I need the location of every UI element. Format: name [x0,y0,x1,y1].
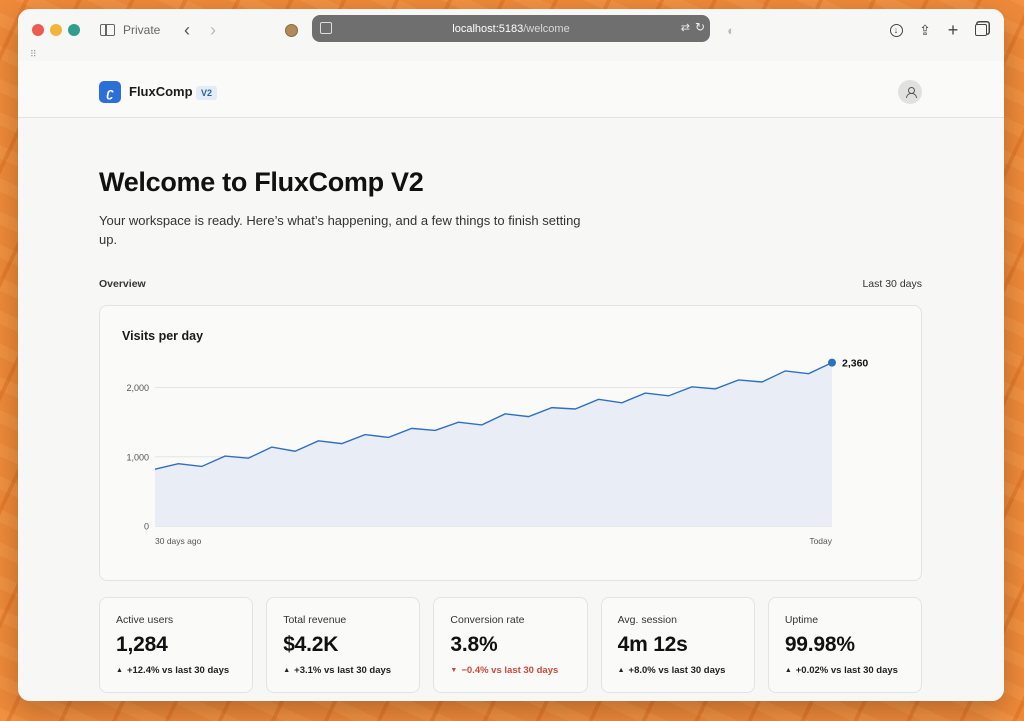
stat-card: Total revenue $4.2K ▲ +3.1% vs last 30 days [266,597,421,693]
chevron-right-icon: › [210,19,216,40]
tab-overview-button[interactable] [971,18,991,42]
stat-card: Active users 1,284 ▲ +12.4% vs last 30 days [99,597,254,693]
stat-delta: ▲ +0.02% vs last 30 days [785,665,905,676]
shield-icon: ◐ [727,22,735,38]
share-icon: ⇪ [919,21,931,38]
browser-toolbar: Private ‹ › localhost:5183/welcome ⇄ ↻ ◐… [18,9,1004,49]
stat-delta-text: +8.0% vs last 30 days [628,665,726,676]
stat-delta-text: +12.4% vs last 30 days [126,665,230,676]
stats-row: Active users 1,284 ▲ +12.4% vs last 30 days… [99,597,923,693]
end-value-label: 2,360 [842,358,868,370]
fluxcomp-logo-icon[interactable]: ʗ [99,81,121,103]
visits-chart-card: Visits per day 0 1,000 2,000 2,360 30 days a… [99,305,922,581]
y-tick-label: 1,000 [126,452,149,462]
chevron-left-icon: ‹ [184,19,190,40]
triangle-up-icon: ▲ [617,667,625,674]
stat-label: Uptime [784,614,819,626]
y-tick-label: 0 [144,522,149,532]
stat-value: $4.2K [283,633,339,656]
download-icon: ↓ [889,23,903,37]
privacy-shield-button[interactable]: ◐ [723,18,739,42]
stat-card: Avg. session 4m 12s ▲ +8.0% vs last 30 days [600,597,755,693]
page-settings-icon[interactable] [320,22,332,34]
minimize-window-button[interactable] [50,24,62,36]
grid-icon[interactable]: ⠿ [30,49,37,59]
page-title: Welcome to FluxComp V2 [99,167,424,197]
triangle-up-icon: ▲ [784,667,792,674]
stat-delta: ▼ −0.4% vs last 30 days [450,665,570,676]
new-tab-button[interactable]: + [943,18,963,42]
triangle-down-icon: ▼ [450,667,458,674]
triangle-up-icon: ▲ [283,667,291,674]
user-icon [905,87,917,98]
stat-value: 3.8% [450,633,498,656]
sidebar-toggle-button[interactable]: Private [98,18,178,42]
stat-card: Conversion rate 3.8% ▼ −0.4% vs last 30 day… [433,597,588,693]
reload-icon[interactable]: ↻ [694,20,705,34]
private-label: Private [123,23,161,37]
app-page: ʗ FluxComp V2 Welcome to FluxComp V2 You… [18,61,1004,701]
stat-label: Conversion rate [450,614,525,626]
url-text: localhost:5183/welcome [452,22,570,35]
stat-delta: ▲ +12.4% vs last 30 days [116,665,236,676]
x-tick-label: 30 days ago [155,536,202,546]
series-line [154,361,833,470]
stat-delta: ▲ +3.1% vs last 30 days [283,665,403,676]
stat-label: Avg. session [617,614,677,626]
stat-card: Uptime 99.98% ▲ +0.02% vs last 30 days [767,597,923,693]
stat-delta-text: −0.4% vs last 30 days [461,665,559,676]
extension-icon [284,23,298,37]
overview-label: Overview [99,278,146,290]
browser-window: Private ‹ › localhost:5183/welcome ⇄ ↻ ◐… [18,9,1004,701]
version-badge: V2 [196,86,218,100]
stat-value: 1,284 [116,633,168,656]
plus-icon: + [947,19,959,40]
address-bar[interactable]: localhost:5183/welcome ⇄ ↻ [312,15,710,42]
chart-title: Visits per day [122,329,204,343]
stat-value: 99.98% [784,633,855,656]
zoom-window-button[interactable] [68,24,80,36]
stat-label: Total revenue [283,614,347,626]
back-button[interactable]: ‹ [178,18,196,42]
stat-delta-text: +0.02% vs last 30 days [795,665,898,676]
brand-name[interactable]: FluxComp [129,84,193,99]
page-subtitle: Your workspace is ready. Here’s what’s h… [99,213,581,247]
triangle-up-icon: ▲ [116,667,123,674]
sidebar-icon [100,24,115,36]
y-tick-label: 2,000 [126,383,149,393]
stat-value: 4m 12s [617,633,688,656]
share-button[interactable]: ⇪ [915,18,935,42]
data-point [828,358,836,367]
stat-label: Active users [116,614,174,626]
stat-delta: ▲ +8.0% vs last 30 days [618,665,738,676]
visits-chart: 0 1,000 2,000 2,360 30 days ago Today [126,358,868,546]
user-avatar-button[interactable] [898,80,922,104]
downloads-button[interactable]: ↓ [886,18,906,42]
tabs-icon [975,24,987,36]
x-tick-label: Today [809,536,832,546]
area-fill [155,362,832,526]
stat-delta-text: +3.1% vs last 30 days [294,665,392,676]
extension-button[interactable] [283,18,299,42]
app-header: ʗ FluxComp V2 [18,61,1004,118]
close-window-button[interactable] [32,24,44,36]
translate-icon[interactable]: ⇄ [680,22,690,34]
forward-button[interactable]: › [204,18,222,42]
date-range-label: Last 30 days [862,278,922,290]
